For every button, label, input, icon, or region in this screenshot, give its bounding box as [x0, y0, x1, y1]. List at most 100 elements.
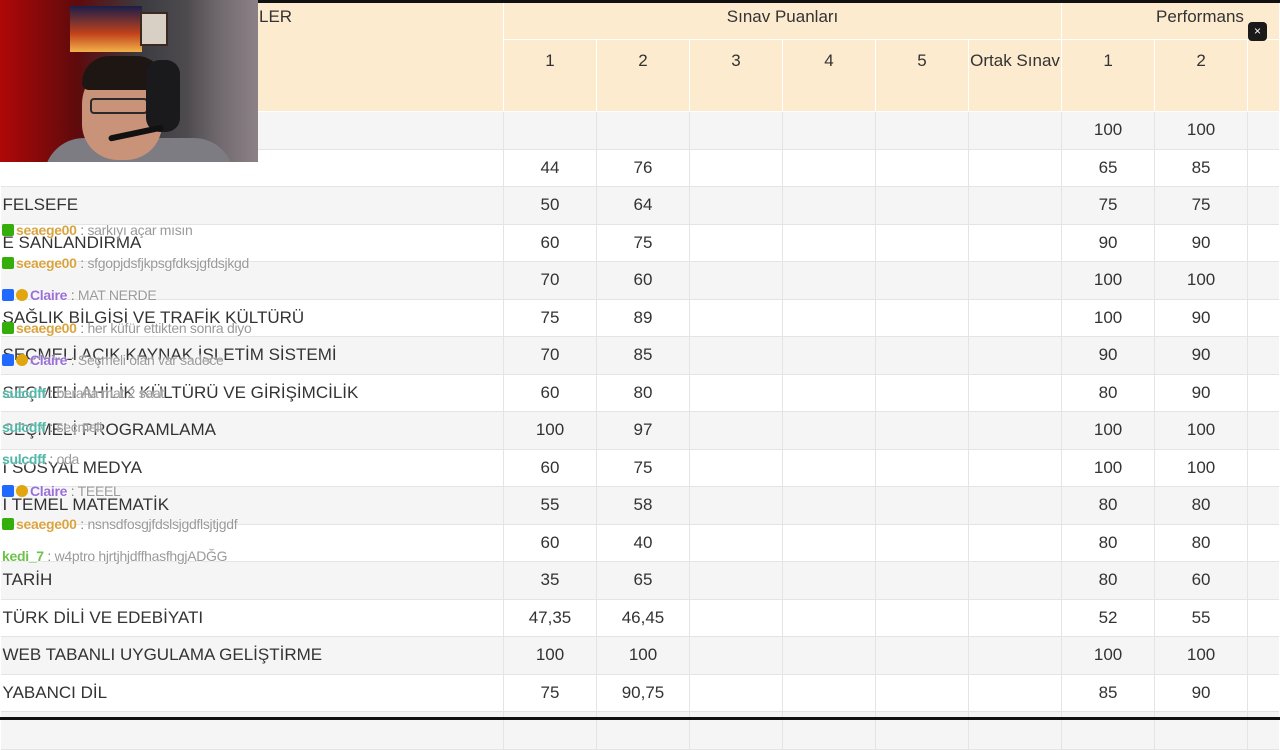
lesson-cell: SAĞLIK BİLGİSİ VE TRAFİK KÜLTÜRÜ: [0, 299, 504, 337]
perf-1-cell: 65: [1061, 149, 1155, 187]
exam-5-cell: [875, 374, 969, 412]
chat-username[interactable]: sulcdff: [2, 419, 46, 435]
exam-3-cell: [689, 636, 783, 675]
exam-1-cell: [503, 111, 597, 150]
lesson-cell: [0, 524, 504, 562]
lesson-cell: TARİH: [0, 561, 504, 600]
perf-2-cell: 80: [1154, 524, 1248, 562]
exam-col-common: Ortak Sınav: [967, 39, 1062, 112]
perf-1-cell: 80: [1061, 524, 1155, 562]
table-row: SAĞLIK BİLGİSİ VE TRAFİK KÜLTÜRÜ 75 89 100 9…: [0, 299, 1279, 337]
exam-common-cell: [967, 411, 1062, 450]
perf-1-cell: 100: [1061, 636, 1155, 675]
exam-4-cell: [782, 336, 876, 375]
chat-text: MAT NERDE: [77, 287, 157, 303]
chat-message: Claire : TEEEL: [2, 483, 121, 499]
exam-4-cell: [782, 486, 876, 525]
exam-5-cell: [875, 261, 969, 300]
performance-header: Performans: [1061, 3, 1279, 40]
chat-text: oda: [56, 451, 80, 467]
subscriber-badge-icon: [16, 485, 28, 497]
exam-common-cell: [967, 449, 1062, 487]
exam-common-cell: [967, 561, 1062, 600]
vip-badge-icon: [2, 289, 14, 301]
headset-icon: [146, 60, 180, 132]
table-row: 44 76 65 85: [0, 149, 1279, 187]
exam-common-cell: [967, 524, 1062, 562]
chat-message: sulcdff : seçmeli: [2, 419, 102, 435]
chat-username[interactable]: sulcdff: [2, 385, 46, 401]
perf-3-cell: [1247, 224, 1279, 262]
exam-1-cell: 70: [503, 261, 597, 300]
table-row: İ SOSYAL MEDYA 60 75 100 100: [0, 449, 1279, 487]
exam-3-cell: [689, 374, 783, 412]
perf-3-cell: [1247, 186, 1279, 225]
bottom-frame-edge: [0, 717, 1280, 720]
chat-username[interactable]: Claire: [30, 287, 68, 303]
exam-2-cell: 46,45: [596, 599, 690, 637]
exam-5-cell: [875, 636, 969, 675]
exam-1-cell: 60: [503, 224, 597, 262]
perf-1-cell: 100: [1061, 261, 1155, 300]
perf-1-cell: 75: [1061, 186, 1155, 225]
webcam-overlay: [0, 0, 258, 162]
exam-col-3: 3: [689, 39, 783, 112]
perf-3-cell: [1247, 486, 1279, 525]
table-row: FELSEFE 50 64 75 75: [0, 186, 1279, 225]
chat-username[interactable]: Claire: [30, 352, 68, 368]
exam-col-2: 2: [596, 39, 690, 112]
perf-1-cell: 100: [1061, 299, 1155, 337]
chat-separator: :: [76, 222, 88, 238]
chat-text: berafta mat 2 saat: [56, 385, 165, 401]
exam-common-cell: [967, 224, 1062, 262]
exam-2-cell: 65: [596, 561, 690, 600]
perf-2-cell: 80: [1154, 486, 1248, 525]
exam-common-cell: [967, 186, 1062, 225]
exam-5-cell: [875, 299, 969, 337]
exam-3-cell: [689, 149, 783, 187]
exam-4-cell: [782, 449, 876, 487]
chat-text: TEEEL: [77, 483, 121, 499]
exam-2-cell: 75: [596, 449, 690, 487]
chat-message: seaege00 : sfgopjdsfjkpsgfdksjgfdsjkgd: [2, 255, 249, 271]
top-frame-edge: [0, 0, 1280, 3]
chat-username[interactable]: seaege00: [16, 255, 77, 271]
table-row: SEÇMELİ AHİLİK KÜLTÜRÜ VE GİRİŞİMCİLİK 60…: [0, 374, 1279, 412]
chat-username[interactable]: kedi_7: [2, 548, 44, 564]
table-row: WEB TABANLI UYGULAMA GELİŞTİRME 100 100 100…: [0, 636, 1279, 675]
close-button[interactable]: ×: [1248, 22, 1267, 41]
chat-username[interactable]: sulcdff: [2, 451, 46, 467]
table-row: SEL SANATLAR/MÜZİK100100: [0, 111, 1279, 150]
perf-3-cell: [1247, 261, 1279, 300]
table-row: E SANLANDIRMA 60 75 90 90: [0, 224, 1279, 262]
perf-2-cell: 100: [1154, 261, 1248, 300]
exam-2-cell: 60: [596, 261, 690, 300]
lesson-cell: İ TEMEL MATEMATİK: [0, 486, 504, 525]
exam-1-cell: 75: [503, 299, 597, 337]
chat-separator: :: [43, 548, 55, 564]
perf-1-cell: 80: [1061, 374, 1155, 412]
exam-5-cell: [875, 186, 969, 225]
chat-separator: :: [67, 483, 78, 499]
exam-common-cell: [967, 336, 1062, 375]
exam-1-cell: 60: [503, 524, 597, 562]
chat-separator: :: [45, 385, 57, 401]
perf-1-cell: 90: [1061, 224, 1155, 262]
chat-username[interactable]: seaege00: [16, 516, 77, 532]
exam-2-cell: 58: [596, 486, 690, 525]
exam-2-cell: 76: [596, 149, 690, 187]
exam-1-cell: 100: [503, 411, 597, 450]
perf-3-cell: [1247, 524, 1279, 562]
chat-username[interactable]: seaege00: [16, 320, 77, 336]
exam-common-cell: [967, 599, 1062, 637]
perf-1-cell: 85: [1061, 674, 1155, 712]
exam-4-cell: [782, 186, 876, 225]
exam-3-cell: [689, 561, 783, 600]
chat-username[interactable]: Claire: [30, 483, 68, 499]
exam-common-cell: [967, 261, 1062, 300]
exam-common-cell: [967, 111, 1062, 150]
exam-col-5: 5: [875, 39, 969, 112]
table-row: YABANCI DİL 75 90,75 85 90: [0, 674, 1279, 712]
exam-4-cell: [782, 524, 876, 562]
chat-username[interactable]: seaege00: [16, 222, 77, 238]
